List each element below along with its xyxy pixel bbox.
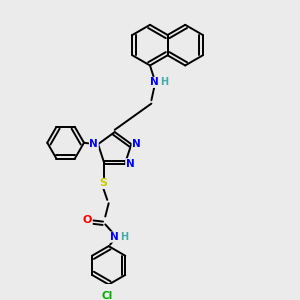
Text: N: N: [150, 77, 159, 87]
Text: H: H: [160, 77, 169, 87]
Text: N: N: [89, 139, 98, 149]
Text: H: H: [120, 232, 128, 242]
Text: O: O: [83, 215, 92, 225]
Text: N: N: [110, 232, 119, 242]
Text: Cl: Cl: [102, 291, 113, 300]
Text: S: S: [99, 178, 107, 188]
Text: N: N: [132, 139, 141, 149]
Text: N: N: [126, 159, 134, 169]
